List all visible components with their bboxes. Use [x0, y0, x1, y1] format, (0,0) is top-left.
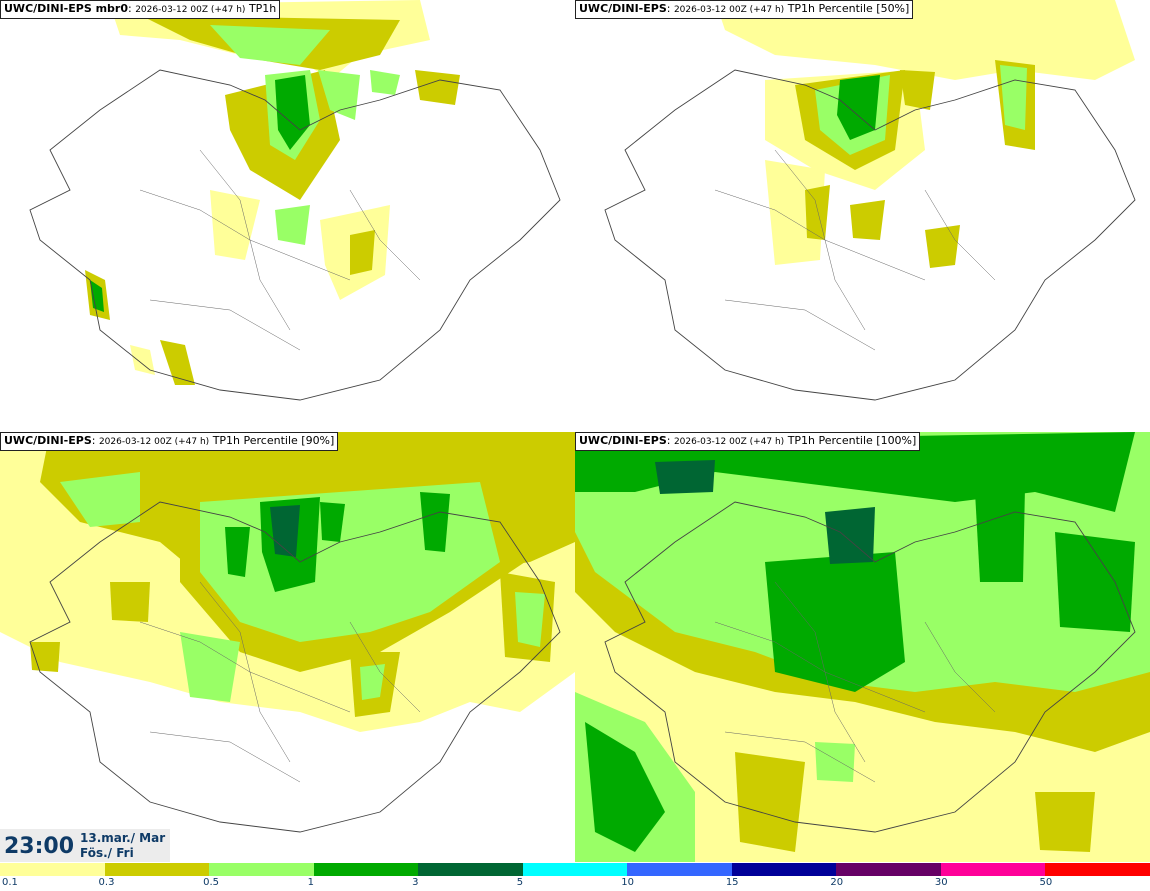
legend-swatch	[522, 863, 628, 876]
legend-label: 10	[621, 877, 634, 888]
precip-legend-bar	[0, 863, 1150, 876]
panel-title-mbr0: UWC/DINI-EPS mbr0: 2026-03-12 00Z (+47 h…	[0, 0, 281, 19]
precip-legend-labels: 0.1 0.3 0.5 1 3 5 10 15 20 30 50	[0, 877, 1150, 891]
panel-model: UWC/DINI-EPS	[579, 2, 667, 15]
precip-map-p50	[604, 0, 1136, 401]
panel-field: TP1h Percentile [50%]	[787, 2, 910, 15]
legend-label: 20	[830, 877, 844, 888]
panel-model: UWC/DINI-EPS mbr0	[4, 2, 128, 15]
legend-swatch	[627, 863, 733, 876]
legend-label: 30	[934, 877, 948, 888]
legend-swatch	[836, 863, 942, 876]
map-panel-mbr0: UWC/DINI-EPS mbr0: 2026-03-12 00Z (+47 h…	[0, 0, 575, 430]
panel-model: UWC/DINI-EPS	[4, 434, 92, 447]
precip-map-p90	[0, 432, 575, 833]
legend-label: 15	[725, 877, 739, 888]
legend-swatch	[0, 863, 106, 876]
valid-time-box: 23:00 13.mar./ Mar Fös./ Fri	[0, 829, 170, 862]
legend-label: 1	[307, 877, 314, 888]
legend-label: 0.5	[203, 877, 219, 888]
panel-field: TP1h	[248, 2, 277, 15]
legend-label: 3	[412, 877, 419, 888]
map-panel-p100: UWC/DINI-EPS: 2026-03-12 00Z (+47 h) TP1…	[575, 432, 1150, 862]
panel-title-p50: UWC/DINI-EPS: 2026-03-12 00Z (+47 h) TP1…	[575, 0, 914, 19]
panel-meta: 2026-03-12 00Z (+47 h)	[98, 437, 210, 447]
legend-swatch	[418, 863, 524, 876]
panel-field: TP1h Percentile [90%]	[212, 434, 335, 447]
panel-meta: 2026-03-12 00Z (+47 h)	[673, 437, 785, 447]
map-panel-p90: UWC/DINI-EPS: 2026-03-12 00Z (+47 h) TP1…	[0, 432, 575, 862]
legend-swatch	[104, 863, 210, 876]
legend-label: 0.1	[2, 877, 18, 888]
legend-swatch	[1045, 863, 1150, 876]
legend-swatch	[940, 863, 1046, 876]
valid-date: 13.mar./ Mar	[80, 831, 166, 845]
precip-map-mbr0	[29, 0, 561, 401]
legend-label: 5	[516, 877, 524, 888]
valid-weekday: Fös./ Fri	[80, 846, 134, 860]
valid-hour: 23:00	[4, 834, 75, 859]
legend-swatch	[209, 863, 315, 876]
panel-field: TP1h Percentile [100%]	[787, 434, 917, 447]
legend-swatch	[313, 863, 419, 876]
legend-label: 0.3	[98, 877, 115, 888]
panel-model: UWC/DINI-EPS	[579, 434, 667, 447]
legend-label: 50	[1039, 877, 1053, 888]
panel-title-p100: UWC/DINI-EPS: 2026-03-12 00Z (+47 h) TP1…	[575, 432, 921, 451]
panel-meta: 2026-03-12 00Z (+47 h)	[135, 5, 246, 15]
panel-title-p90: UWC/DINI-EPS: 2026-03-12 00Z (+47 h) TP1…	[0, 432, 339, 451]
legend-swatch	[731, 863, 837, 876]
map-panel-p50: UWC/DINI-EPS: 2026-03-12 00Z (+47 h) TP1…	[575, 0, 1150, 430]
panel-meta: 2026-03-12 00Z (+47 h)	[673, 5, 785, 15]
precip-map-p100	[575, 432, 1150, 862]
